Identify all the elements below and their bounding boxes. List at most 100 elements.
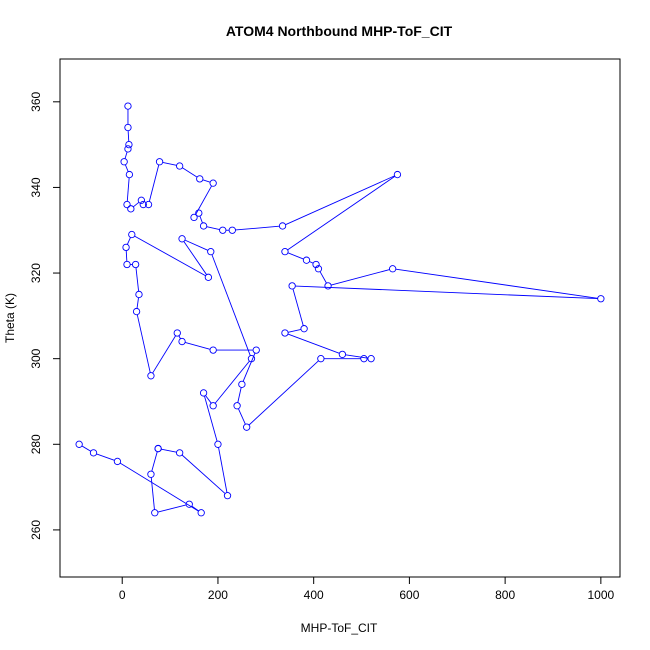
series-segment [181,454,226,494]
series-segment [214,360,250,404]
data-point [139,200,147,209]
data-point [75,440,83,448]
data-point [243,423,251,431]
data-point [338,350,347,359]
series-segment [152,335,176,374]
data-point [173,329,181,337]
x-tick-label: 400 [304,588,324,602]
data-point [597,295,605,303]
y-axis: 260 280 300 320 340 360 [29,91,61,540]
data-point [135,290,143,299]
data-point [144,200,153,209]
y-tick-label: 280 [29,434,43,454]
series-segment [124,164,129,172]
data-point [199,389,208,397]
series-points [75,102,605,517]
series-segment [151,451,158,472]
y-tick-label: 340 [29,177,43,197]
data-point [278,222,287,230]
data-point [196,175,204,183]
series-segment [205,395,212,404]
data-point [195,209,203,217]
data-point [204,273,213,281]
series-segment [237,408,246,425]
series-segment [134,235,206,277]
data-point [214,440,222,448]
data-point [228,226,236,234]
plot-frame [59,58,621,578]
series-segment [199,215,203,224]
series-segment [204,395,218,442]
data-point [176,162,184,170]
series-segment [135,267,140,292]
series-segment [96,453,115,461]
data-point [209,402,217,410]
series-lines [81,109,598,513]
series-segment [183,241,207,275]
series-segment [287,252,304,260]
y-tick-label: 360 [29,91,43,111]
x-axis-label: MHP-ToF_CIT [301,621,378,635]
series-segment [133,201,140,208]
data-point [131,260,140,269]
data-point [125,140,133,149]
series-segment [309,261,314,264]
series-segment [242,352,256,382]
data-point [178,337,186,346]
series-segment [161,448,177,453]
series-segment [287,333,340,354]
series-segment [136,314,151,373]
data-point [252,346,260,354]
series-segment [248,360,319,426]
series-segment [157,504,187,513]
data-point [209,346,217,354]
data-point [207,247,215,256]
data-point [120,158,128,166]
series-segment [287,328,302,333]
series-segment [285,175,395,226]
data-point [151,509,159,517]
series-segment [331,269,390,286]
series-segment [345,354,369,359]
data-point [312,260,320,269]
data-point [124,102,132,110]
data-point [124,123,132,132]
data-point [190,213,198,222]
series-segment [319,271,327,284]
series-segment [185,341,211,350]
data-point [127,205,135,213]
data-point [233,402,241,410]
data-point [302,256,311,264]
series-segment [127,130,130,142]
series-segment [184,239,209,251]
series-segment [124,151,128,159]
series-segment [148,164,160,202]
series-segment [126,177,130,202]
data-point [238,380,246,389]
data-point [314,265,323,273]
data-point [367,355,375,363]
series-segment [206,226,220,230]
y-axis-label: Theta (K) [3,293,17,343]
x-tick-label: 800 [495,588,515,602]
data-point [147,372,155,380]
data-point [317,355,325,363]
data-point [176,449,184,457]
x-tick-label: 200 [208,588,228,602]
series-segment [125,250,128,262]
data-point [124,145,132,153]
data-point [125,170,134,179]
series-segment [235,225,280,231]
data-point [123,260,131,269]
chart-title: ATOM4 Northbound MHP-ToF_CIT [226,23,453,39]
data-point [247,355,256,363]
data-point [223,492,232,500]
series-segment [81,445,91,452]
data-point [155,158,164,166]
y-tick-label: 320 [29,263,43,283]
data-point [209,179,217,187]
data-point [281,247,289,256]
data-point [122,243,130,252]
data-point [197,509,205,517]
